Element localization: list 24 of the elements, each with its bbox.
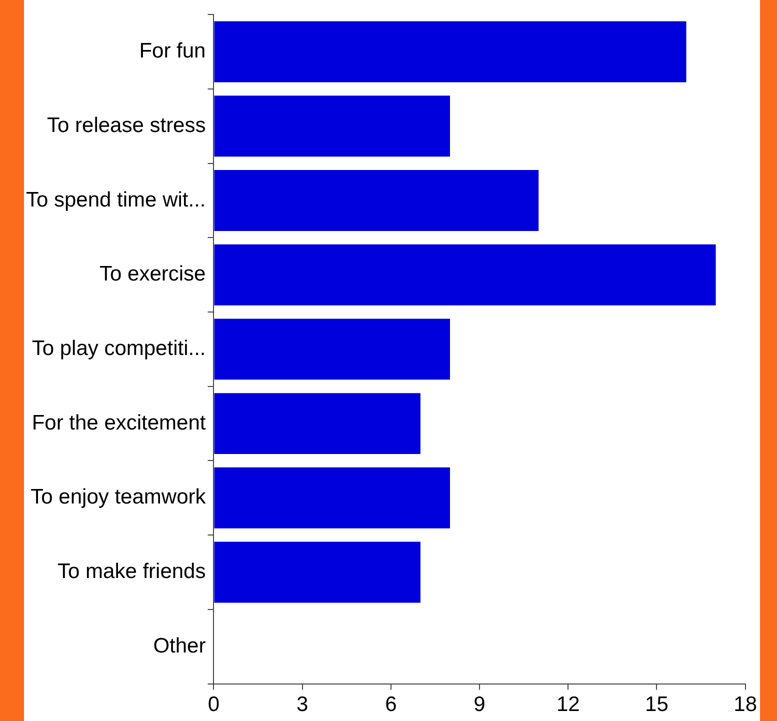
y-tick-label: For fun xyxy=(139,40,206,63)
x-tick-label: 18 xyxy=(734,693,757,716)
bar xyxy=(214,318,450,380)
x-tick-label: 15 xyxy=(645,693,668,716)
y-tick-label: For the excitement xyxy=(32,411,206,434)
x-tick-label: 12 xyxy=(556,693,580,716)
x-tick-label: 9 xyxy=(474,693,486,716)
y-tick-label: To exercise xyxy=(100,262,206,286)
x-tick-label: 6 xyxy=(385,693,397,716)
bar xyxy=(214,170,539,231)
y-tick-label: To enjoy teamwork xyxy=(30,486,206,509)
bar xyxy=(214,393,420,454)
y-tick-label: Other xyxy=(153,634,206,658)
x-tick-label: 0 xyxy=(208,693,220,716)
y-tick-label: To make friends xyxy=(58,560,206,584)
bar xyxy=(214,244,716,306)
bar xyxy=(214,467,450,528)
bar xyxy=(214,96,450,157)
bar xyxy=(214,542,420,603)
y-tick-label: To play competiti... xyxy=(32,336,206,360)
bar xyxy=(214,21,686,82)
x-tick-label: 3 xyxy=(296,693,308,716)
y-tick-label: To spend time wit... xyxy=(26,188,206,212)
y-tick-label: To release stress xyxy=(47,114,206,137)
